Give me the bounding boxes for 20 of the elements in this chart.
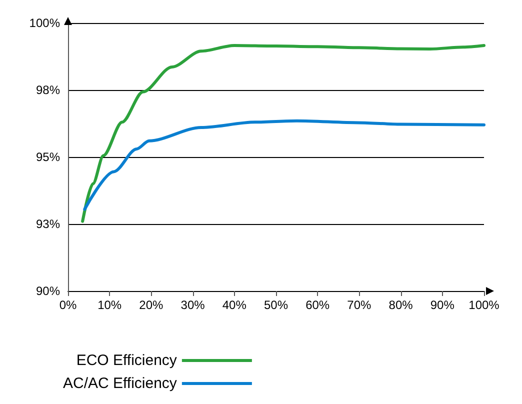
y-tick-label: 100%	[29, 16, 60, 30]
x-tick-label: 80%	[388, 298, 414, 312]
x-tick-label: 0%	[59, 298, 77, 312]
x-tick-label: 70%	[347, 298, 372, 312]
line-series	[83, 119, 486, 211]
legend-label: AC/AC Efficiency	[62, 375, 178, 392]
y-tick-label: 95%	[36, 150, 60, 164]
y-tick-label: 93%	[36, 217, 60, 231]
line-series	[81, 44, 486, 223]
x-tick-label: 90%	[430, 298, 455, 312]
x-tick-label: 20%	[139, 298, 164, 312]
x-tick-label: 40%	[222, 298, 247, 312]
x-tick-label: 100%	[468, 298, 500, 312]
x-tick-label: 50%	[264, 298, 288, 312]
y-tick-label: 98%	[36, 83, 60, 97]
legend-label: ECO Efficiency	[76, 352, 178, 369]
x-tick-label: 30%	[180, 298, 206, 312]
x-tick-label: 60%	[306, 298, 330, 312]
x-tick-label: 10%	[98, 298, 122, 312]
y-tick-label: 90%	[36, 284, 60, 298]
